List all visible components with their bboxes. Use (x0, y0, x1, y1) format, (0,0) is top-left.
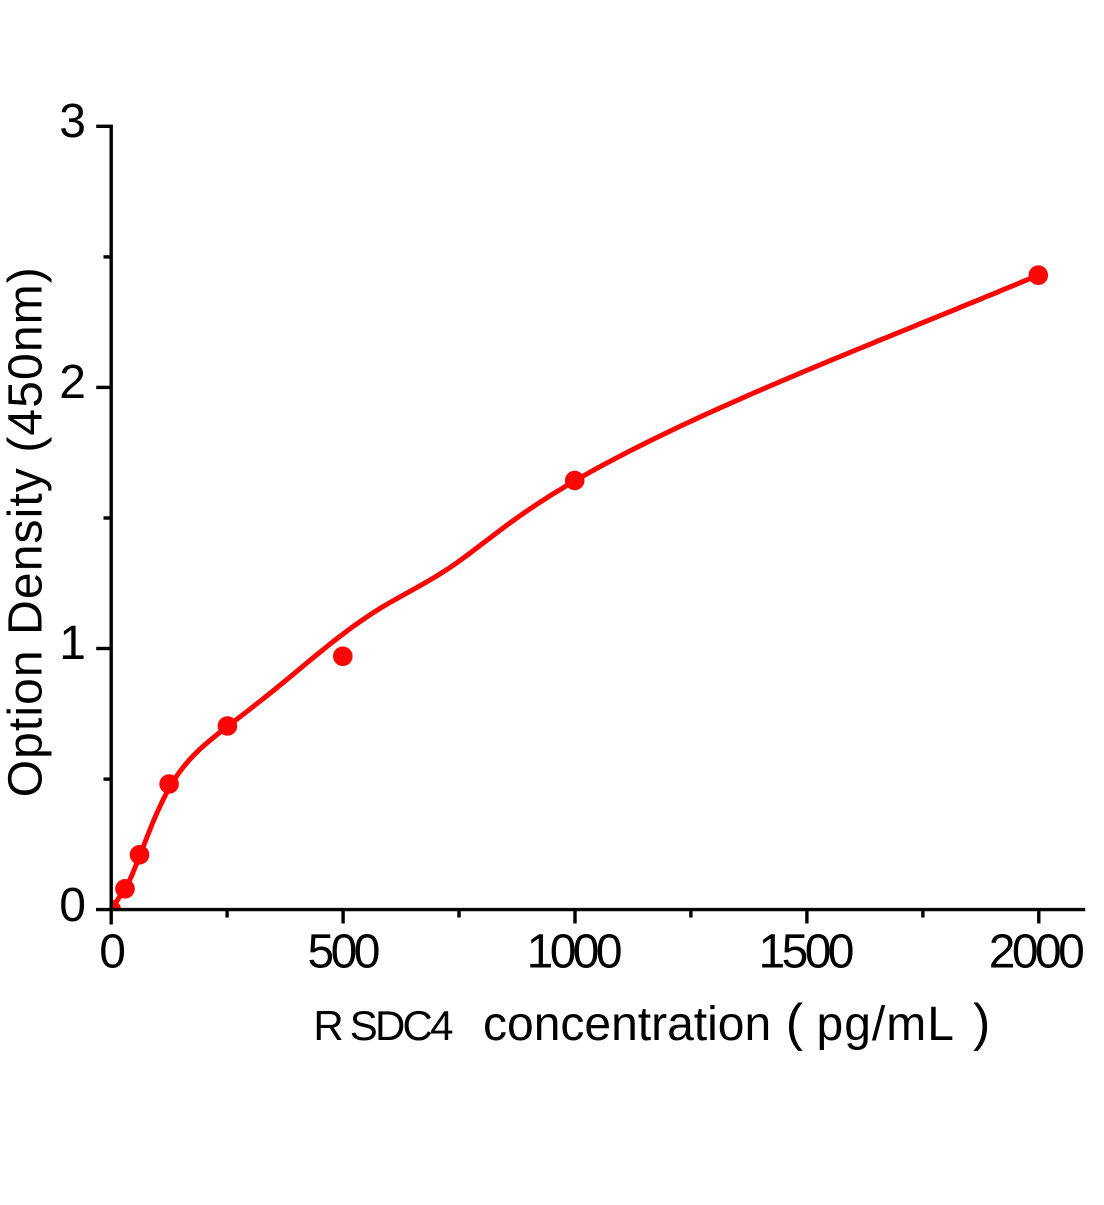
svg-text:2000: 2000 (989, 926, 1083, 979)
svg-text:0: 0 (59, 879, 86, 932)
svg-text:pg/mL: pg/mL (817, 998, 955, 1051)
svg-text:1500: 1500 (759, 926, 853, 979)
svg-text:500: 500 (308, 926, 379, 979)
svg-text:): ) (973, 994, 990, 1052)
svg-text:1000: 1000 (527, 926, 621, 979)
svg-text:(: ( (786, 994, 804, 1052)
svg-text:2: 2 (59, 356, 86, 409)
svg-text:1: 1 (59, 617, 86, 670)
svg-text:3: 3 (59, 95, 86, 148)
svg-text:Option Density (450nm): Option Density (450nm) (0, 266, 52, 797)
svg-text:concentration: concentration (483, 998, 771, 1051)
svg-text:0: 0 (99, 926, 124, 979)
svg-text:R SDC4: R SDC4 (313, 1002, 453, 1049)
